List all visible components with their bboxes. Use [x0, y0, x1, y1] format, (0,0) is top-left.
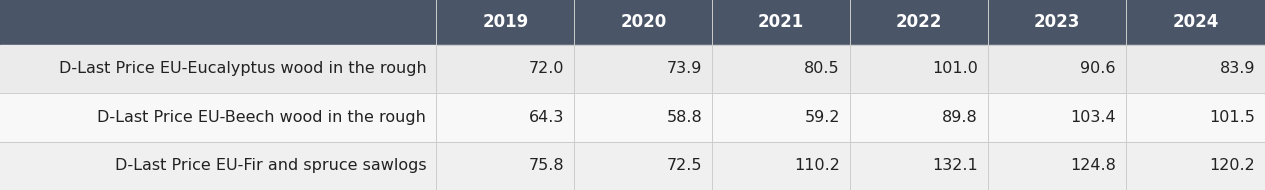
Bar [0, 93, 1265, 142]
Text: 2021: 2021 [758, 13, 805, 31]
Text: 64.3: 64.3 [529, 110, 564, 125]
Text: 103.4: 103.4 [1070, 110, 1116, 125]
Text: 2020: 2020 [620, 13, 667, 31]
Text: 2019: 2019 [482, 13, 529, 31]
Text: 80.5: 80.5 [805, 61, 840, 76]
Text: 2024: 2024 [1173, 13, 1218, 31]
Text: 72.5: 72.5 [667, 158, 702, 173]
Text: 120.2: 120.2 [1209, 158, 1255, 173]
Text: 59.2: 59.2 [805, 110, 840, 125]
Bar [0, 142, 1265, 190]
Text: 101.0: 101.0 [932, 61, 978, 76]
Text: 124.8: 124.8 [1070, 158, 1116, 173]
Text: 83.9: 83.9 [1219, 61, 1255, 76]
Text: D-Last Price EU-Eucalyptus wood in the rough: D-Last Price EU-Eucalyptus wood in the r… [58, 61, 426, 76]
Text: 72.0: 72.0 [529, 61, 564, 76]
Text: 2022: 2022 [896, 13, 942, 31]
Text: 75.8: 75.8 [529, 158, 564, 173]
Text: 73.9: 73.9 [667, 61, 702, 76]
Text: 58.8: 58.8 [667, 110, 702, 125]
Text: D-Last Price EU-Beech wood in the rough: D-Last Price EU-Beech wood in the rough [97, 110, 426, 125]
Bar [0, 0, 1265, 45]
Text: 101.5: 101.5 [1209, 110, 1255, 125]
Text: 90.6: 90.6 [1080, 61, 1116, 76]
Text: 132.1: 132.1 [932, 158, 978, 173]
Text: D-Last Price EU-Fir and spruce sawlogs: D-Last Price EU-Fir and spruce sawlogs [115, 158, 426, 173]
Bar [0, 45, 1265, 93]
Text: 110.2: 110.2 [794, 158, 840, 173]
Text: 89.8: 89.8 [942, 110, 978, 125]
Text: 2023: 2023 [1034, 13, 1080, 31]
